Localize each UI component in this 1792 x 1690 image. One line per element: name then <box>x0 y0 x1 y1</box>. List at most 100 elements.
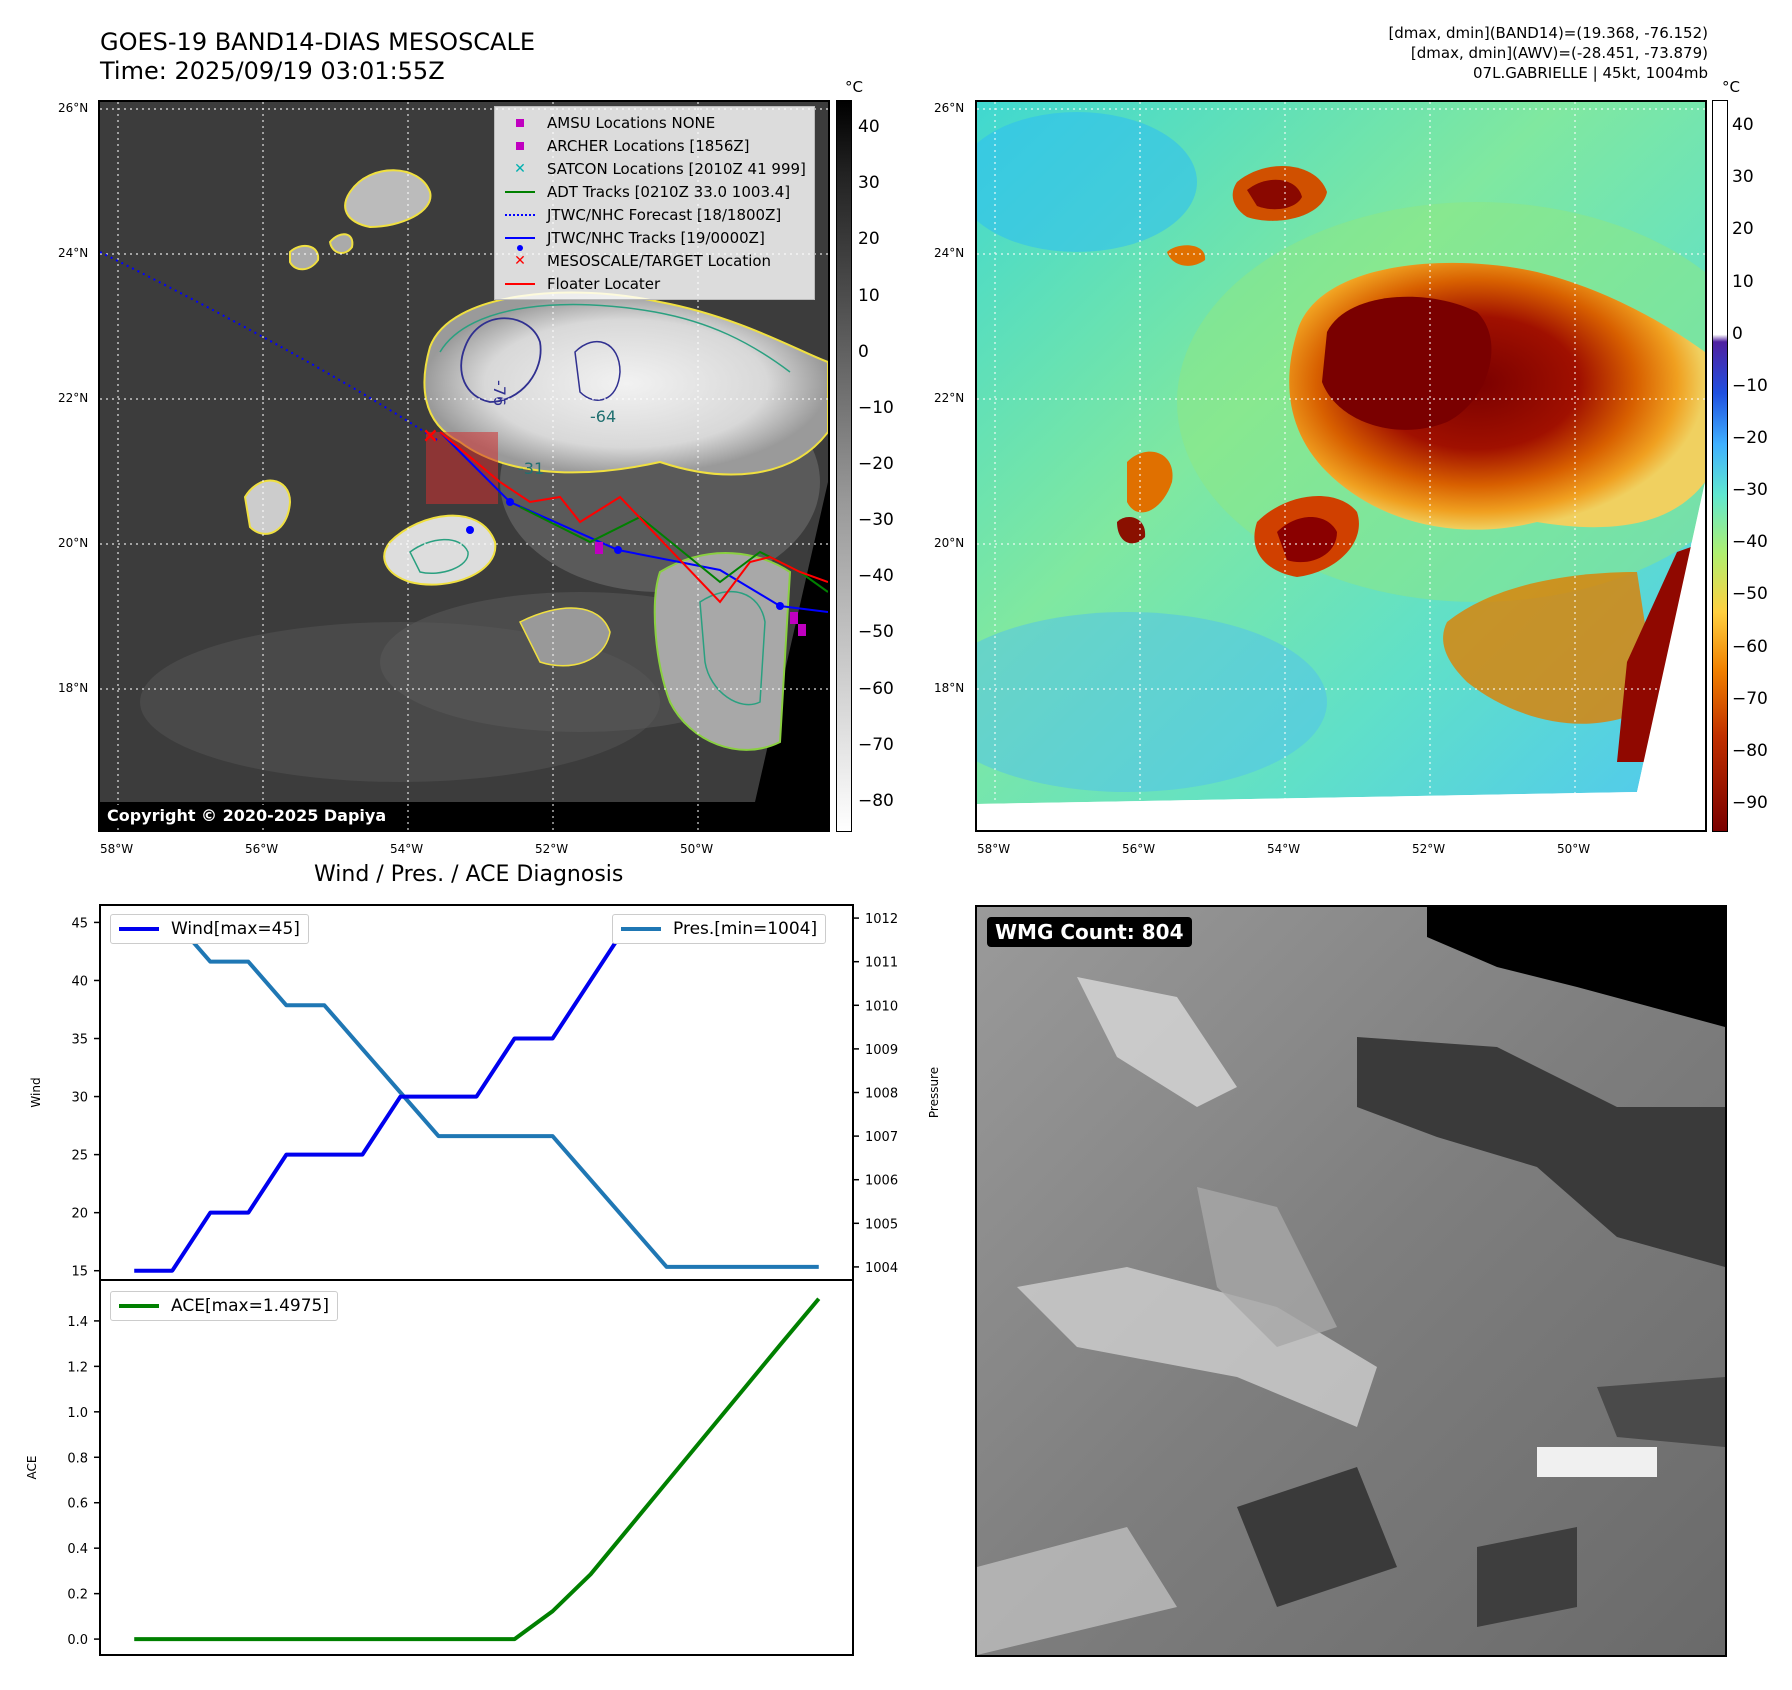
info-awv: [dmax, dmin](AWV)=(-28.451, -73.879) <box>1410 44 1708 62</box>
wv-lat-label: 20°N <box>934 536 965 550</box>
square-marker-icon <box>516 118 524 127</box>
legend-wind: Wind[max=45] <box>110 914 309 944</box>
ace-tick-label: 0.0 <box>67 1633 88 1648</box>
legend-item-adt: ADT Tracks [0210Z 33.0 1003.4] <box>503 180 806 203</box>
ir-colorbar-tick: −30 <box>858 510 894 531</box>
wv-colorbar-tick: 40 <box>1732 115 1754 136</box>
wv-colorbar-tick: −50 <box>1732 584 1768 605</box>
legend-ace: ACE[max=1.4975] <box>110 1291 338 1321</box>
wv-lat-label: 26°N <box>934 101 965 115</box>
square-marker-icon <box>516 141 524 150</box>
pressure-tick-label: 1006 <box>865 1174 898 1189</box>
legend-item-forecast: JTWC/NHC Forecast [18/1800Z] <box>503 203 806 226</box>
wind-series-line <box>134 920 819 1273</box>
ir-colorbar-tick: 30 <box>858 173 880 194</box>
wind-tick-label: 45 <box>71 916 88 931</box>
pressure-tick-label: 1004 <box>865 1261 898 1276</box>
wmg-panel: WMG Count: 804 <box>975 905 1727 1657</box>
ir-lat-label: 24°N <box>58 246 89 260</box>
info-band14: [dmax, dmin](BAND14)=(19.368, -76.152) <box>1388 24 1708 42</box>
pressure-axis-label: Pressure <box>927 1067 941 1118</box>
ir-colorbar <box>836 100 852 832</box>
wv-colorbar-tick: −90 <box>1732 792 1768 813</box>
wv-colorbar-tick: −10 <box>1732 375 1768 396</box>
ir-colorbar-tick: −70 <box>858 734 894 755</box>
wv-lon-label: 54°W <box>1267 842 1301 856</box>
pressure-tick-label: 1011 <box>865 956 898 971</box>
pressure-tick-label: 1012 <box>865 912 898 927</box>
pressure-tick-label: 1010 <box>865 999 898 1014</box>
svg-text:-76: -76 <box>490 380 509 406</box>
wv-map-image <box>977 102 1705 830</box>
ir-lat-label: 18°N <box>58 681 89 695</box>
svg-text:×: × <box>422 423 439 447</box>
wv-lat-label: 24°N <box>934 246 965 260</box>
wv-colorbar-tick: 10 <box>1732 271 1754 292</box>
pressure-tick-label: 1007 <box>865 1130 898 1145</box>
legend-item-floater: Floater Locater <box>503 272 806 295</box>
wv-lat-label: 22°N <box>934 391 965 405</box>
ace-series-line <box>134 1297 821 1642</box>
wv-map-panel <box>975 100 1707 832</box>
ir-colorbar-tick: 0 <box>858 341 869 362</box>
chart-time: Time: 2025/09/19 03:01:55Z <box>100 57 445 85</box>
ir-lon-label: 56°W <box>245 842 279 856</box>
wind-tick-label: 40 <box>71 974 88 989</box>
ace-tick-label: 0.6 <box>67 1497 88 1512</box>
x-marker-icon: ✕ <box>514 160 526 177</box>
ir-colorbar-unit: °C <box>845 78 863 96</box>
ace-tick-label: 1.2 <box>67 1360 88 1375</box>
legend-line-icon <box>621 927 661 931</box>
svg-text:-31: -31 <box>518 459 544 478</box>
ir-lat-label: 26°N <box>58 101 89 115</box>
pressure-tick-label: 1008 <box>865 1087 898 1102</box>
dotted-line-icon <box>505 213 535 216</box>
wind-tick-label: 15 <box>71 1265 88 1280</box>
ace-tick-label: 1.0 <box>67 1406 88 1421</box>
ir-map-panel: -76 -64 -31 <box>98 100 830 832</box>
legend-pressure: Pres.[min=1004] <box>612 914 827 944</box>
wind-tick-label: 20 <box>71 1207 88 1222</box>
wv-colorbar-tick: −60 <box>1732 636 1768 657</box>
ir-colorbar-tick: −40 <box>858 566 894 587</box>
ir-colorbar-tick: −80 <box>858 790 894 811</box>
line-marker-icon <box>505 190 535 193</box>
line-marker-icon <box>505 282 535 285</box>
wv-lon-label: 50°W <box>1557 842 1591 856</box>
legend-item-archer: ARCHER Locations [1856Z] <box>503 134 806 157</box>
ir-lat-label: 22°N <box>58 391 89 405</box>
svg-text:-64: -64 <box>590 407 616 426</box>
ace-tick-label: 0.4 <box>67 1542 88 1557</box>
wv-lon-label: 58°W <box>977 842 1011 856</box>
wmg-image <box>977 907 1725 1655</box>
ir-lat-label: 20°N <box>58 536 89 550</box>
legend-item-mesoscale: ✕ MESOSCALE/TARGET Location <box>503 249 806 272</box>
ir-colorbar-tick: −10 <box>858 397 894 418</box>
pressure-tick-label: 1005 <box>865 1217 898 1232</box>
wind-tick-label: 30 <box>71 1091 88 1106</box>
ir-colorbar-tick: −20 <box>858 454 894 474</box>
wind-tick-label: 35 <box>71 1033 88 1048</box>
legend-item-satcon: ✕ SATCON Locations [2010Z 41 999] <box>503 157 806 180</box>
diagnosis-chart: 15 20 25 30 35 40 45 1004 1005 1006 1007 1008 1009 10… <box>25 904 941 1656</box>
ir-colorbar-tick: 10 <box>858 285 880 306</box>
wind-tick-label: 25 <box>71 1149 88 1164</box>
ir-lon-label: 52°W <box>535 842 569 856</box>
ace-tick-label: 0.2 <box>67 1588 88 1603</box>
ir-lon-label: 54°W <box>390 842 424 856</box>
diag-title: Wind / Pres. / ACE Diagnosis <box>314 862 624 887</box>
ir-lon-label: 58°W <box>100 842 134 856</box>
legend-item-tracks: JTWC/NHC Tracks [19/0000Z] <box>503 226 806 251</box>
pressure-series-line <box>134 916 819 1269</box>
wv-colorbar-tick: 0 <box>1732 323 1743 344</box>
legend-item-amsu: AMSU Locations NONE <box>503 111 806 134</box>
wv-colorbar-tick: −20 <box>1732 427 1768 448</box>
ir-lon-label: 50°W <box>680 842 714 856</box>
copyright-label: Copyright © 2020-2025 Dapiya <box>102 805 392 826</box>
wv-colorbar-tick: −70 <box>1732 688 1768 709</box>
wv-colorbar <box>1712 100 1728 832</box>
wv-colorbar-tick: 20 <box>1732 219 1754 240</box>
pressure-tick-label: 1009 <box>865 1043 898 1058</box>
wv-lon-label: 56°W <box>1122 842 1156 856</box>
wv-colorbar-tick: −80 <box>1732 740 1768 761</box>
